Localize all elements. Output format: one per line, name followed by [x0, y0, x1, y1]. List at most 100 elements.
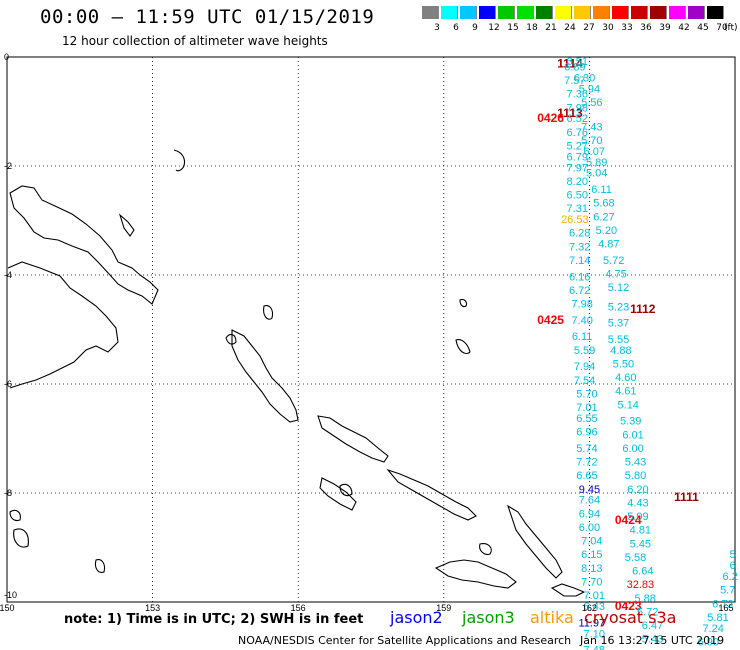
wave-height-value: 7.70	[581, 576, 602, 588]
wave-height-value: 5.89	[586, 157, 607, 169]
wave-height-value: 6	[730, 560, 736, 572]
coastline	[7, 149, 586, 597]
axis-labels: 150 153 156 159 162 165 0 -2 -4 -6 -8 -10	[0, 52, 734, 613]
wave-height-value: 6.89	[564, 61, 585, 73]
wave-height-value: 6.65	[576, 470, 597, 482]
track-time-label: 0423	[615, 599, 642, 613]
new-britain-coast	[9, 185, 159, 305]
trobriand-coast	[9, 509, 21, 522]
y-tick-label: -10	[4, 590, 17, 600]
y-tick-label: -4	[4, 270, 12, 280]
wave-height-value: 5.80	[625, 470, 646, 482]
wave-height-value: 5.23	[608, 301, 629, 313]
wave-height-value: 8.20	[567, 176, 588, 188]
legend-label: 33	[621, 23, 633, 33]
wave-height-value: 5.88	[635, 593, 656, 605]
malaita-coast	[507, 504, 563, 579]
florida-islands-coast	[479, 543, 492, 555]
makira-coast	[550, 583, 586, 597]
legend-swatch	[669, 6, 686, 19]
wave-height-value: 7.31	[567, 203, 588, 215]
track-time-label: 0426	[537, 111, 564, 125]
wave-height-value: 7.72	[576, 457, 597, 469]
wave-height-value: 7.54	[574, 375, 595, 387]
legend-label: 21	[545, 23, 557, 33]
wave-height-value: 6.00	[622, 443, 643, 455]
wave-height-value: 6.01	[622, 429, 643, 441]
wave-height-value: 5.37	[608, 318, 629, 330]
legend-unit: (ft)	[724, 23, 738, 33]
wave-height-value: 6.20	[627, 484, 648, 496]
wave-height-value: 7.48	[584, 645, 605, 650]
wave-observations: 6.516.896.307.575.947.365.567.986.527.43…	[561, 56, 738, 650]
wave-height-value: 6.52	[567, 113, 588, 125]
page-subtitle: 12 hour collection of altimeter wave hei…	[62, 34, 328, 48]
wave-height-value: 5.7	[720, 585, 735, 597]
legend-swatch	[536, 6, 553, 19]
satellite-label: altika	[530, 608, 574, 627]
wave-height-value: 7.98	[567, 102, 588, 114]
wave-height-value: 7.64	[579, 495, 600, 507]
wave-height-value: 7.43	[581, 121, 602, 133]
legend-swatch	[593, 6, 610, 19]
wave-height-value: 7.40	[571, 315, 592, 327]
wave-height-value: 4.43	[627, 497, 648, 509]
wave-height-value: 4.81	[630, 525, 651, 537]
legend-swatch	[498, 6, 515, 19]
legend-label: 3	[434, 23, 440, 33]
wave-height-value: 8.13	[581, 563, 602, 575]
wave-height-value: 5.72	[603, 255, 624, 267]
dentrecasteaux-coast	[13, 528, 29, 548]
legend-swatch	[612, 6, 629, 19]
legend-label: 70	[716, 23, 728, 33]
y-tick-label: -6	[4, 379, 12, 389]
x-tick-label: 159	[436, 603, 451, 613]
legend-swatch	[460, 6, 477, 19]
track-time-label: 1111	[674, 490, 699, 504]
wave-height-value: 5.58	[625, 552, 646, 564]
legend-label: 9	[472, 23, 478, 33]
nissan-coast	[173, 149, 186, 172]
x-tick-label: 153	[145, 603, 160, 613]
wave-height-value: 5.94	[579, 83, 600, 95]
track-time-label: 0424	[615, 513, 642, 527]
wave-height-value: 5.12	[608, 282, 629, 294]
wave-height-value: 6.72	[569, 285, 590, 297]
legend-label: 24	[564, 23, 576, 33]
legend-swatch	[479, 6, 496, 19]
wave-height-value: 5.50	[613, 358, 634, 370]
wave-height-value: 6.27	[593, 211, 614, 223]
legend-label: 42	[678, 23, 690, 33]
legend-swatch	[707, 6, 724, 19]
wave-height-value: 6.2	[722, 571, 737, 583]
wave-height-value: 6.15	[581, 549, 602, 561]
wave-height-value: 4.87	[598, 239, 619, 251]
y-tick-label: -8	[4, 488, 12, 498]
wave-height-value: 26.53	[561, 214, 589, 226]
santa-isabel-coast	[386, 468, 477, 521]
wave-height-value: 7.98	[571, 299, 592, 311]
legend-swatch	[555, 6, 572, 19]
x-tick-label: 162	[582, 603, 597, 613]
page-title: 00:00 — 11:59 UTC 01/15/2019	[40, 6, 375, 28]
wave-height-value: 6.55	[576, 413, 597, 425]
wave-height-value: 9.45	[579, 484, 600, 496]
buka-coast	[225, 333, 237, 345]
map-frame	[6, 56, 736, 603]
footer-note: note: 1) Time is in UTC; 2) SWH is in fe…	[64, 612, 364, 627]
wave-height-value: 6.47	[642, 620, 663, 632]
wave-height-value: 6.11	[591, 184, 612, 196]
wave-height-value: 6.07	[584, 146, 605, 158]
legend-label: 18	[526, 23, 538, 33]
wave-height-value: 6.11	[572, 331, 593, 343]
wave-height-value: 5.14	[618, 399, 639, 411]
wave-height-value: 7.97	[567, 162, 588, 174]
wave-height-value: 5.74	[576, 443, 597, 455]
legend-swatch	[517, 6, 534, 19]
wave-height-value: 6.90	[698, 636, 719, 648]
bougainville-coast	[231, 329, 299, 423]
satellite-label: cryosat s3a	[584, 608, 677, 627]
wave-height-value: 7.36	[567, 89, 588, 101]
wave-height-value: 5.72	[637, 606, 658, 618]
